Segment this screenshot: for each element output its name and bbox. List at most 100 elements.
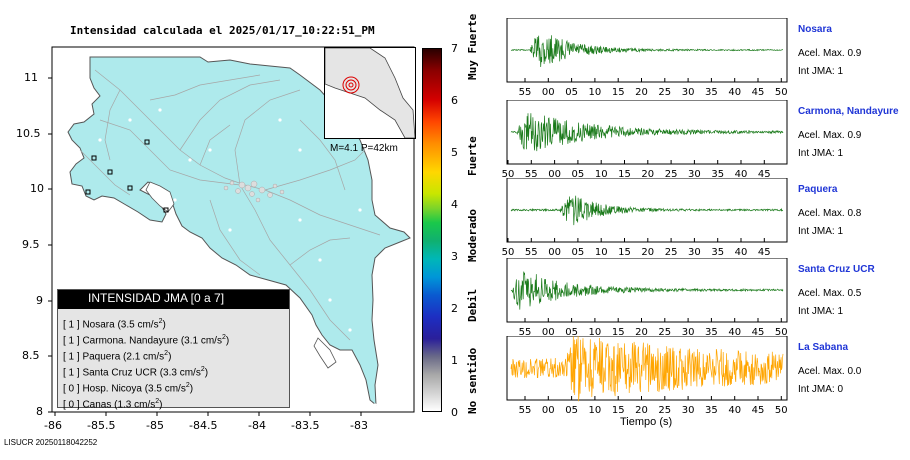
x-tick-label: 50: [502, 247, 515, 258]
legend-prefix: [ 1 ]: [63, 319, 83, 331]
x-tick-label: 20: [635, 327, 648, 338]
x-tick-label: 40: [728, 405, 741, 416]
legend-value: (2.1 cm/s: [123, 351, 165, 363]
x-tick-label: 35: [711, 247, 724, 258]
legend-sup: 2: [221, 334, 226, 341]
station-name: Santa Cruz UCR: [798, 264, 875, 275]
legend-row: [ 0 ] Canas (1.3 cm/s2): [63, 394, 289, 410]
waveform-plot: 50 55 00 05 10 15 20 25 30 35 40 45: [502, 178, 788, 258]
colorbar-tick: 5: [451, 146, 458, 159]
colorbar-tick: 6: [451, 94, 458, 107]
int-jma: Int JMA: 1: [798, 226, 844, 237]
x-tick-label: 55: [525, 169, 538, 180]
station-marker: [85, 189, 91, 195]
x-tick-label: 40: [735, 169, 748, 180]
x-tick-label: 10: [595, 247, 608, 258]
x-tick-label: 35: [705, 405, 718, 416]
x-tick-label: 55: [519, 327, 532, 338]
x-tick-label: 35: [705, 327, 718, 338]
int-jma: Int JMA: 0: [798, 384, 844, 395]
lon-tick: -83.5: [291, 419, 320, 432]
legend-close: ): [204, 367, 209, 379]
legend-name: Nosara: [82, 319, 118, 331]
legend-close: ): [225, 335, 230, 347]
x-tick-label: 50: [775, 405, 788, 416]
legend-value: (3.1 cm/s: [180, 335, 222, 347]
waveform-trace: [510, 271, 784, 310]
colorbar-tick: 0: [451, 406, 458, 419]
x-tick-label: 00: [542, 87, 555, 98]
lon-tick: -83: [350, 419, 368, 432]
lon-tick: -86: [44, 419, 62, 432]
x-tick-label: 45: [758, 169, 771, 180]
intensity-legend: INTENSIDAD JMA [0 a 7] [ 1 ] Nosara (3.5…: [57, 289, 290, 410]
x-tick-label: 10: [589, 405, 602, 416]
x-tick-label: 05: [572, 247, 585, 258]
legend-sup: 2: [164, 350, 169, 357]
time-axis-label: Tiempo (s): [620, 416, 673, 428]
legend-name: Carmona. Nandayure: [82, 335, 181, 347]
x-tick-label: 05: [565, 405, 578, 416]
x-tick-label: 00: [548, 169, 561, 180]
legend-sup: 2: [185, 382, 190, 389]
station-marker: [91, 155, 97, 161]
waveform-plot: 50 55 00 05 10 15 20 25 30 35 40 45: [502, 100, 788, 180]
accel-max: Acel. Max. 0.8: [798, 208, 862, 219]
map-panel: [48, 46, 415, 416]
legend-name: Santa Cruz UCR: [82, 367, 160, 379]
lat-tick: 10: [30, 182, 44, 195]
int-jma: Int JMA: 1: [798, 148, 844, 159]
lat-tick: 9.5: [22, 238, 40, 251]
legend-sup: 2: [155, 398, 160, 405]
x-tick-label: 25: [665, 247, 678, 258]
x-tick-label: 45: [758, 247, 771, 258]
x-tick-label: 15: [612, 405, 625, 416]
legend-close: ): [189, 383, 194, 395]
waveform-plot: 55 00 05 10 15 20 25 30 35 40 45 50: [506, 258, 788, 338]
x-tick-label: 45: [752, 405, 765, 416]
inset-label: M=4.1 P=42km: [330, 143, 398, 154]
legend-close: ): [159, 399, 163, 411]
station-name: Nosara: [798, 24, 832, 35]
legend-close: ): [168, 351, 172, 363]
legend-prefix: [ 0 ]: [63, 383, 83, 395]
x-tick-label: 15: [618, 169, 631, 180]
x-tick-label: 30: [682, 327, 695, 338]
footer-id: LISUCR 20250118042252: [4, 438, 98, 447]
waveform-plot: 55 00 05 10 15 20 25 30 35 40 45 50: [506, 336, 788, 416]
waveform-trace: [510, 195, 784, 226]
int-jma: Int JMA: 1: [798, 66, 844, 77]
legend-row: [ 1 ] Nosara (3.5 cm/s2): [63, 314, 289, 330]
x-tick-label: 40: [728, 87, 741, 98]
station-marker: [127, 185, 133, 191]
legend-name: Paquera: [82, 351, 124, 363]
epicenter-marker: [342, 76, 360, 94]
station-marker: [163, 207, 169, 213]
legend-prefix: [ 1 ]: [63, 367, 83, 379]
accel-max: Acel. Max. 0.0: [798, 366, 862, 377]
x-tick-label: 10: [589, 87, 602, 98]
x-tick-label: 25: [665, 169, 678, 180]
x-tick-label: 45: [752, 87, 765, 98]
colorbar-tick: 7: [451, 42, 458, 55]
lon-tick: -84.5: [189, 419, 218, 432]
colorbar-tick: 3: [451, 250, 458, 263]
legend-value: (3.5 cm/s: [144, 383, 186, 395]
legend-title: INTENSIDAD JMA [0 a 7]: [58, 290, 289, 309]
x-tick-label: 45: [752, 327, 765, 338]
station-marker: [107, 169, 113, 175]
x-tick-label: 35: [711, 169, 724, 180]
accel-max: Acel. Max. 0.9: [798, 130, 862, 141]
x-tick-label: 00: [548, 247, 561, 258]
x-tick-label: 55: [525, 247, 538, 258]
x-tick-label: 50: [502, 169, 515, 180]
legend-close: ): [162, 319, 166, 331]
legend-value: (3.5 cm/s: [117, 319, 159, 331]
legend-prefix: [ 1 ]: [63, 351, 83, 363]
intensity-colorbar: [422, 48, 442, 412]
waveform-trace: [510, 35, 783, 68]
colorbar-tick: 2: [451, 302, 458, 315]
station-name: La Sabana: [798, 342, 849, 353]
x-tick-label: 40: [728, 327, 741, 338]
lat-tick: 8: [36, 405, 43, 418]
